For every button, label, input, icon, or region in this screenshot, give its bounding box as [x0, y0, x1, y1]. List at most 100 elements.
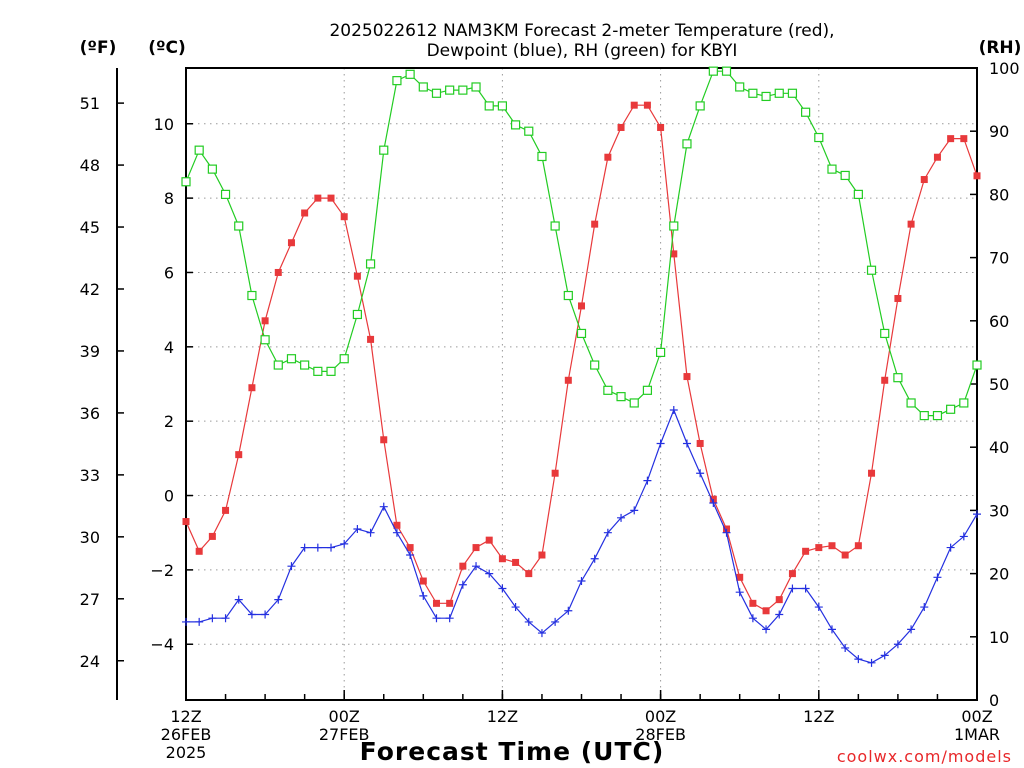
rh-point	[669, 221, 679, 231]
dewpoint-point	[208, 614, 217, 623]
temperature-point	[472, 544, 480, 552]
dewpoint-point	[182, 617, 190, 626]
temperature-line	[185, 104, 978, 612]
dewpoint-point	[511, 603, 520, 612]
x-tick-label: 00Z	[961, 707, 992, 726]
dewpoint-point	[313, 543, 322, 552]
temperature-point	[235, 451, 243, 459]
temperature-point	[933, 153, 941, 161]
dewpoint-point	[762, 625, 771, 634]
rh-point	[946, 404, 956, 414]
dewpoint-point	[353, 524, 362, 533]
dewpoint-point	[590, 554, 599, 563]
celsius-unit-label: (ºC)	[148, 38, 186, 58]
temperature-point	[657, 123, 665, 131]
fahrenheit-unit-label: (ºF)	[80, 38, 117, 58]
temperature-point	[617, 123, 625, 131]
rh-point	[207, 164, 217, 174]
dewpoint-point	[432, 614, 441, 623]
rh-point	[880, 328, 890, 339]
dewpoint-point	[524, 617, 533, 626]
dewpoint-point	[682, 439, 691, 448]
dewpoint-point	[617, 513, 626, 522]
rh-point	[761, 91, 771, 102]
x-tick-label: 00Z	[329, 707, 360, 726]
rh-point	[866, 265, 877, 275]
fahrenheit-tick-label: 30	[80, 528, 100, 547]
rh-point	[919, 411, 929, 421]
rh-point	[313, 366, 323, 376]
rh-point	[510, 120, 521, 130]
series-temperature	[182, 101, 981, 615]
temperature-point	[512, 558, 520, 566]
celsius-tick-label: 2	[164, 412, 174, 431]
dewpoint-point	[920, 603, 929, 612]
temperature-point	[643, 101, 651, 109]
rh-point	[339, 354, 349, 364]
temperature-point	[960, 135, 968, 143]
temperature-point	[736, 573, 744, 581]
temperature-point	[525, 570, 533, 578]
x-tick-label: 27FEB	[319, 725, 370, 744]
temperature-point	[907, 220, 915, 228]
rh-point	[445, 85, 455, 95]
rh-point	[616, 392, 626, 402]
rh-point	[708, 66, 718, 76]
temperature-point	[841, 551, 849, 559]
rh-tick-label: 20	[989, 565, 1009, 584]
temperature-point	[485, 536, 493, 544]
temperature-point	[868, 469, 876, 477]
temperature-point	[815, 544, 823, 552]
fahrenheit-tick-label: 33	[80, 466, 100, 485]
temperature-point	[920, 176, 928, 184]
dewpoint-point	[392, 528, 401, 537]
x-tick-label: 1MAR	[954, 725, 1000, 744]
temperature-point	[802, 547, 810, 555]
rh-point	[590, 360, 600, 370]
fahrenheit-tick-label: 51	[80, 94, 100, 113]
temperature-point	[406, 544, 414, 552]
temperature-point	[367, 335, 375, 343]
dewpoint-point	[748, 614, 757, 623]
dewpoint-point	[445, 614, 454, 623]
dewpoint-point	[247, 610, 256, 619]
temperature-point	[274, 268, 282, 276]
rh-tick-label: 10	[989, 628, 1009, 647]
celsius-tick-label: 10	[154, 115, 174, 134]
dewpoint-point	[537, 629, 546, 638]
x-tick-label: 12Z	[170, 707, 201, 726]
rh-point	[840, 170, 850, 181]
celsius-tick-label: 8	[164, 189, 174, 208]
rh-point	[893, 373, 903, 383]
dewpoint-point	[669, 406, 678, 415]
temperature-point	[222, 506, 230, 514]
dewpoint-point	[419, 591, 428, 600]
rh-point	[972, 360, 982, 370]
rh-point	[286, 354, 297, 364]
dewpoint-point	[603, 528, 612, 537]
rh-point	[642, 385, 653, 395]
x-tick-label: 12Z	[487, 707, 518, 726]
dewpoint-point	[959, 532, 968, 541]
temperature-point	[578, 302, 585, 310]
fahrenheit-tick-label: 42	[80, 280, 100, 299]
temperature-point	[564, 376, 572, 384]
fahrenheit-tick-label: 24	[80, 652, 100, 671]
rh-tick-label: 60	[989, 312, 1009, 331]
dewpoint-point	[485, 569, 494, 578]
rh-point	[220, 189, 231, 199]
dewpoint-point	[893, 640, 902, 649]
chart-title-line-2: Dewpoint (blue), RH (green) for KBYI	[427, 41, 738, 61]
temperature-point	[788, 570, 796, 578]
celsius-tick-label: −4	[150, 635, 174, 654]
rh-point	[801, 107, 811, 117]
rh-tick-label: 0	[989, 691, 999, 710]
temperature-point	[670, 250, 678, 258]
dewpoint-point	[801, 584, 810, 593]
temperature-point	[261, 317, 269, 325]
temperature-point	[459, 562, 467, 570]
rh-point	[260, 335, 270, 345]
rh-point	[787, 88, 798, 98]
temperature-point	[591, 220, 599, 228]
rh-point	[629, 398, 639, 408]
